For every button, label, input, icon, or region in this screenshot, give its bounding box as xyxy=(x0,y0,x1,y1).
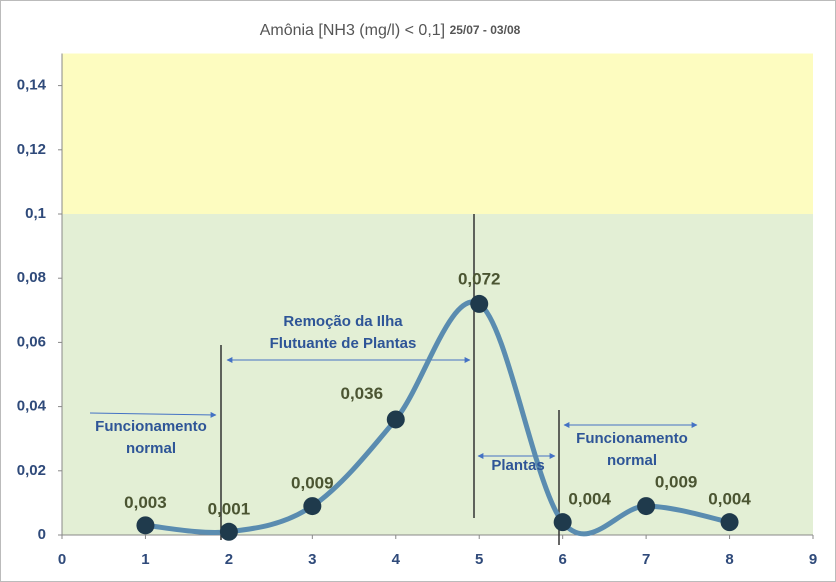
marker xyxy=(386,410,405,429)
y-tick-label: 0,12 xyxy=(17,141,46,158)
x-tick-label: 4 xyxy=(392,551,401,568)
data-label: 0,001 xyxy=(208,499,251,518)
data-label: 0,004 xyxy=(708,490,751,509)
x-tick-label: 2 xyxy=(225,551,233,568)
marker xyxy=(303,497,322,516)
x-tick-label: 0 xyxy=(58,551,66,568)
x-tick-label: 9 xyxy=(809,551,817,568)
arrow xyxy=(89,411,217,418)
x-tick-label: 8 xyxy=(725,551,733,568)
y-tick-label: 0,04 xyxy=(17,398,47,415)
marker xyxy=(637,497,656,516)
band xyxy=(62,53,813,214)
band xyxy=(62,214,813,535)
annotation: Flutuante de Plantas xyxy=(270,335,417,352)
y-tick-label: 0,08 xyxy=(17,269,46,286)
y-tick-label: 0,06 xyxy=(17,333,46,350)
data-label: 0,009 xyxy=(655,473,698,492)
annotation: normal xyxy=(607,452,657,469)
data-label: 0,003 xyxy=(124,493,167,512)
x-tick-label: 6 xyxy=(558,551,566,568)
annotation: normal xyxy=(126,440,176,457)
title: Amônia [NH3 (mg/l) < 0,1] xyxy=(260,22,445,39)
y-tick-label: 0 xyxy=(38,526,46,543)
x-tick-label: 3 xyxy=(308,551,316,568)
data-label: 0,036 xyxy=(341,384,384,403)
x-tick-label: 5 xyxy=(475,551,483,568)
annotation: Funcionamento xyxy=(576,430,688,447)
annotation: Funcionamento xyxy=(95,418,207,435)
y-tick-label: 0,1 xyxy=(25,205,46,222)
annotation: Remoção da Ilha xyxy=(283,313,403,330)
marker xyxy=(219,522,238,541)
x-tick-label: 1 xyxy=(141,551,149,568)
marker xyxy=(720,513,739,532)
data-label: 0,004 xyxy=(568,490,611,509)
marker xyxy=(136,516,155,535)
data-label: 0,072 xyxy=(458,269,501,288)
marker xyxy=(470,294,489,313)
line xyxy=(142,299,733,537)
x-tick-label: 7 xyxy=(642,551,650,568)
marker xyxy=(553,513,572,532)
y-tick-label: 0,02 xyxy=(17,462,46,479)
chart-title: Amônia [NH3 (mg/l) < 0,1] 25/07 - 03/08 xyxy=(260,22,521,39)
subtitle: 25/07 - 03/08 xyxy=(450,23,521,37)
annotation: Plantas xyxy=(491,457,544,474)
data-label: 0,009 xyxy=(291,474,334,493)
y-tick-label: 0,14 xyxy=(17,77,47,94)
